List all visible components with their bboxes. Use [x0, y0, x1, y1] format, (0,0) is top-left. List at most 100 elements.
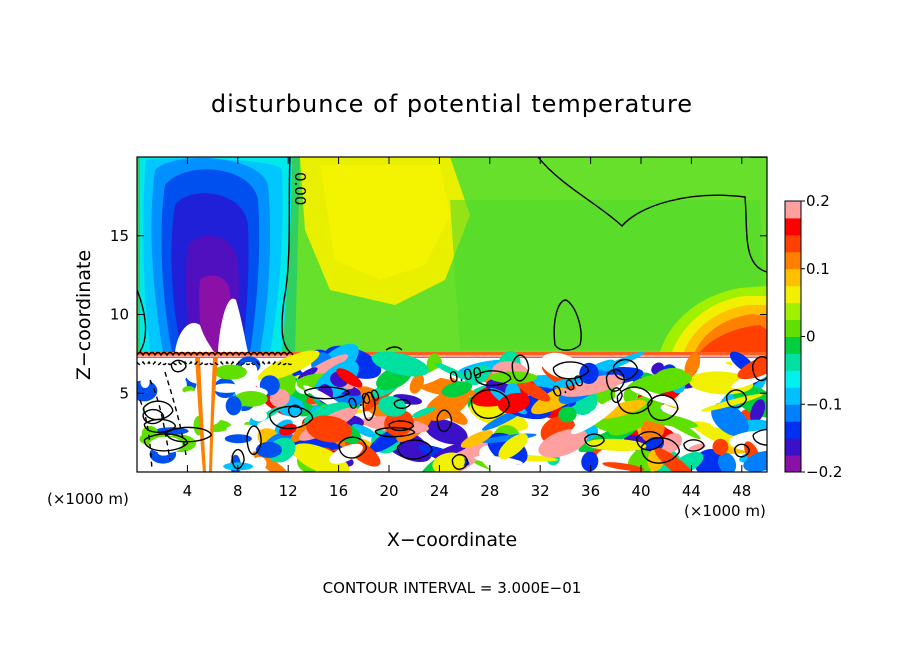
- contour-label: 0.00: [291, 172, 309, 205]
- colorbar-swatch: [785, 387, 801, 405]
- turbulent-cell: [460, 430, 493, 448]
- turbulent-cell: [546, 376, 589, 389]
- colorbar-swatch: [785, 251, 801, 270]
- colorbar-swatch: [785, 302, 801, 321]
- contour-line: [143, 418, 177, 433]
- contour-line: [149, 379, 171, 461]
- contour-line: [231, 448, 245, 470]
- x-axis-label: X−coordinate: [387, 529, 517, 551]
- turbulent-cell: [154, 427, 189, 435]
- turbulent-cell: [352, 423, 377, 438]
- y-axis: 5 10 15: [110, 227, 767, 402]
- x-tick-label: 16: [329, 482, 348, 500]
- colorbar-swatch: [785, 455, 801, 473]
- turbulent-cell: [711, 402, 749, 437]
- colorbar-swatch: [785, 438, 801, 456]
- contour-line: [281, 157, 291, 353]
- turbulent-cell: [212, 383, 241, 393]
- turbulent-cell: [250, 409, 268, 422]
- thermal-cap: [175, 323, 214, 352]
- turbulent-cell: [750, 399, 766, 423]
- contour-line: [338, 436, 368, 459]
- turbulent-cell: [581, 451, 599, 472]
- turbulent-cell: [292, 443, 350, 472]
- turbulent-cell: [255, 441, 282, 458]
- turbulent-cell: [416, 360, 462, 386]
- colorbar-swatch: [785, 285, 801, 304]
- contour-line: [388, 420, 415, 432]
- contour-line: [537, 157, 767, 273]
- x-tick-label: 4: [183, 482, 193, 500]
- x-tick-label: 40: [631, 482, 650, 500]
- colorbar-swatch: [785, 404, 801, 422]
- contour-line: [605, 368, 626, 392]
- contour-line: [683, 439, 705, 452]
- contour-line: [751, 355, 767, 382]
- turbulent-cell: [469, 402, 529, 431]
- turbulent-cell: [140, 376, 150, 389]
- turbulent-cell: [225, 396, 242, 416]
- turbulent-cell: [336, 368, 363, 388]
- colorbar-swatch: [785, 217, 801, 236]
- contour-line: [137, 351, 294, 357]
- turbulent-cell: [558, 406, 577, 423]
- turbulent-cell: [279, 423, 297, 436]
- x-tick-label: 12: [279, 482, 298, 500]
- turbulent-cell: [371, 351, 429, 377]
- x-tick-label: 32: [531, 482, 550, 500]
- turbulent-cell: [444, 407, 468, 425]
- contour-line: [139, 399, 153, 471]
- contour-line: [142, 400, 174, 421]
- contour-line: [647, 394, 679, 421]
- x-tick-label: 20: [379, 482, 398, 500]
- turbulent-cell: [435, 362, 468, 379]
- x-unit-label-left: (×1000 m): [47, 490, 129, 508]
- turbulent-cell: [654, 447, 700, 472]
- contour-line: [552, 361, 590, 380]
- turbulent-cell: [214, 364, 247, 380]
- turbulent-cell: [305, 415, 352, 443]
- warm-region-core: [320, 165, 450, 280]
- colorbar-tick-label: −0.2: [806, 463, 842, 481]
- x-tick-label: 28: [480, 482, 499, 500]
- contour-line: [752, 428, 767, 446]
- x-unit-label-right: (×1000 m): [684, 502, 766, 520]
- turbulent-cell: [515, 379, 551, 402]
- contour-line: [396, 439, 433, 460]
- turbulent-cell: [538, 428, 588, 458]
- turbulent-cell: [498, 393, 530, 414]
- turbulent-cell: [329, 443, 363, 464]
- turbulent-cell: [409, 373, 425, 394]
- contour-line: [393, 398, 411, 410]
- turbulent-cell: [378, 396, 407, 417]
- turbulent-cell: [737, 351, 767, 380]
- contour-line: [436, 409, 453, 433]
- turbulent-cell: [498, 433, 528, 460]
- colorbar-tick-label: 0.2: [806, 192, 830, 210]
- inversion-band-top: [137, 355, 767, 357]
- colorbar: 0.2 0.1 0 −0.1 −0.2: [784, 192, 842, 481]
- turbulent-cell: [412, 406, 436, 418]
- turbulent-cell: [570, 397, 622, 435]
- y-axis-label: Z−coordinate: [73, 250, 95, 380]
- colorbar-swatch: [785, 336, 801, 354]
- contour-line: [268, 405, 314, 430]
- contour-line: [553, 299, 582, 351]
- plot-area: 0.000.000.000.000.00: [137, 157, 767, 472]
- turbulent-cell: [732, 384, 767, 418]
- turbulent-cell: [700, 393, 763, 412]
- thermal-cap: [218, 298, 248, 352]
- contour-line: [584, 433, 605, 447]
- contour-line: [246, 425, 262, 455]
- x-tick-label: 44: [682, 482, 701, 500]
- turbulent-cell: [602, 462, 645, 472]
- turbulent-cell: [257, 350, 320, 382]
- contour-line: [474, 370, 512, 387]
- colorbar-swatch: [785, 319, 801, 337]
- contour-line: [137, 289, 147, 353]
- turbulent-cell: [541, 352, 582, 379]
- x-tick-label: 24: [430, 482, 449, 500]
- contour-line: [451, 453, 469, 470]
- chart-title: disturbunce of potential temperature: [211, 90, 693, 118]
